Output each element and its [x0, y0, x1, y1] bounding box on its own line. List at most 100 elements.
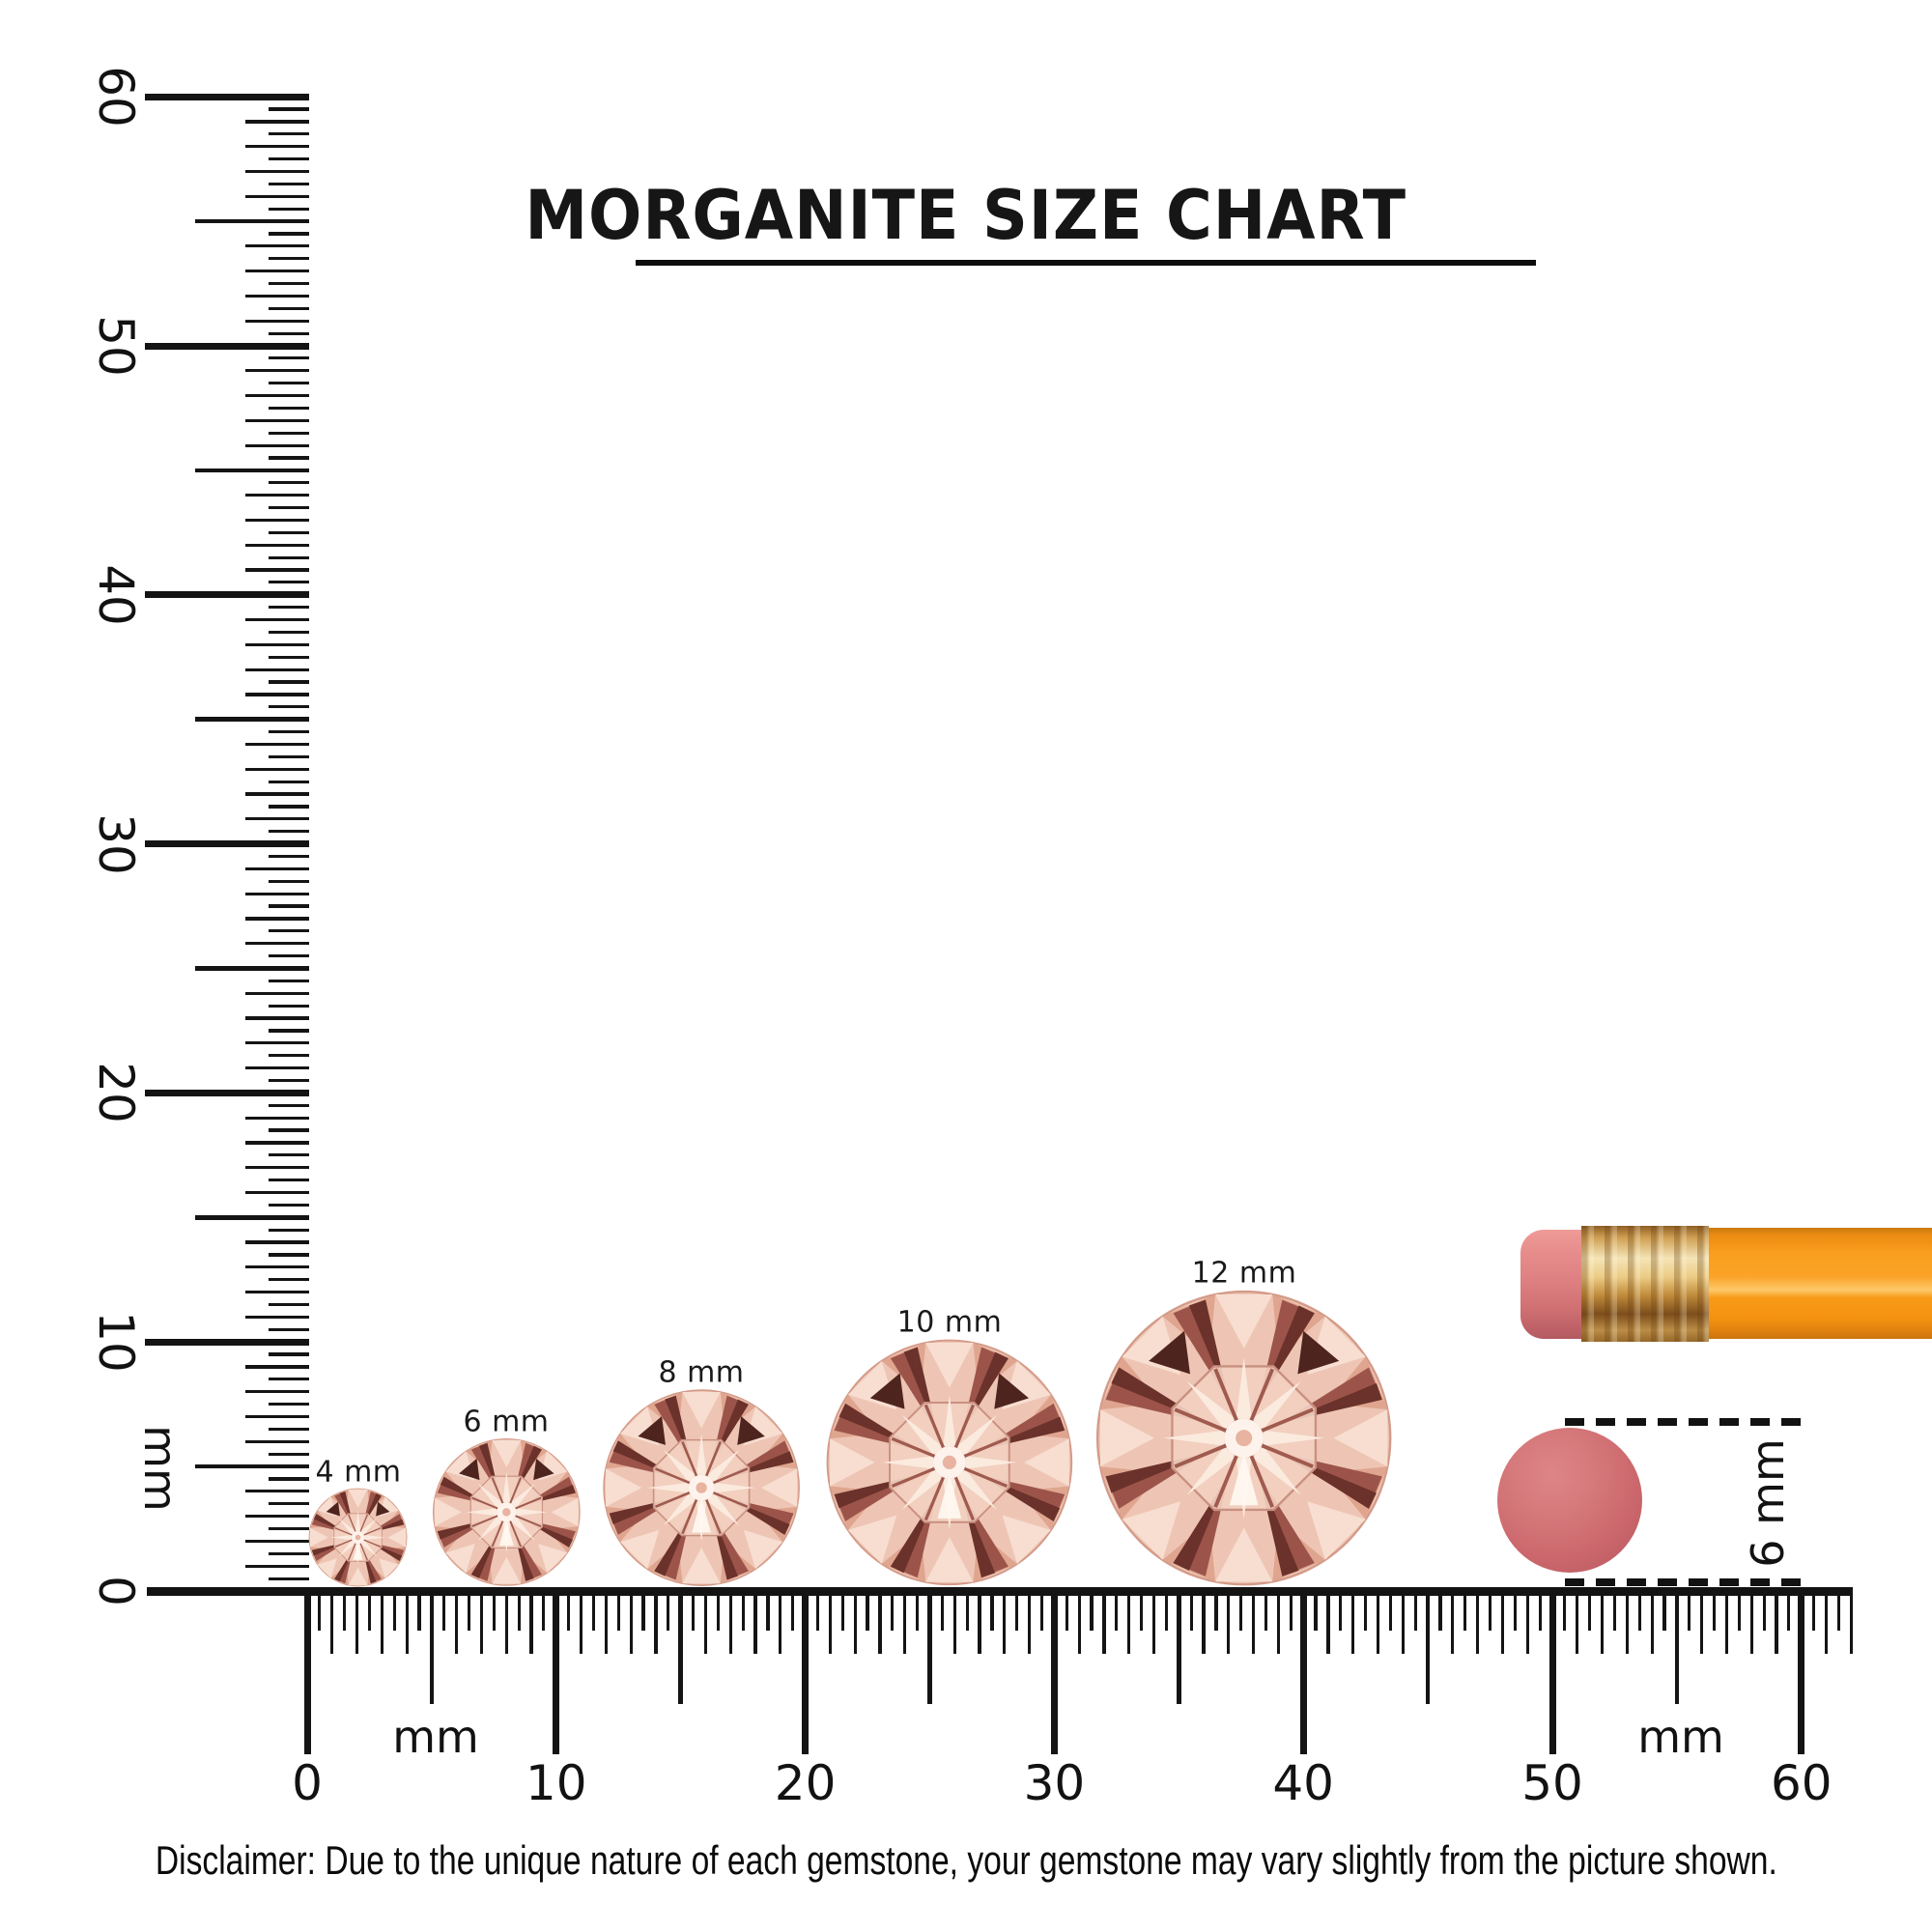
- pencil-ferrule: [1581, 1226, 1709, 1342]
- horizontal-ruler-tick: [417, 1590, 421, 1631]
- horizontal-ruler-unit-label: mm: [392, 1711, 479, 1763]
- horizontal-ruler-tick: [828, 1590, 832, 1654]
- vertical-ruler-tick: [195, 468, 309, 473]
- horizontal-ruler-number: 50: [1521, 1755, 1583, 1811]
- horizontal-ruler-tick: [1500, 1590, 1505, 1654]
- horizontal-ruler-tick: [903, 1590, 907, 1654]
- gem-8mm: [602, 1388, 801, 1587]
- horizontal-ruler-tick: [878, 1590, 882, 1654]
- vertical-ruler-tick: [269, 207, 309, 211]
- horizontal-ruler-tick: [1650, 1590, 1654, 1654]
- vertical-ruler-tick: [245, 1291, 309, 1294]
- horizontal-ruler-tick: [1625, 1590, 1629, 1654]
- vertical-ruler-tick: [269, 1477, 309, 1481]
- vertical-ruler-tick: [269, 232, 309, 236]
- vertical-ruler-tick: [195, 218, 309, 224]
- vertical-ruler-tick: [269, 182, 309, 186]
- vertical-ruler-tick: [245, 319, 309, 323]
- horizontal-ruler-tick: [1836, 1590, 1841, 1631]
- horizontal-ruler-tick: [1612, 1590, 1617, 1631]
- vertical-ruler-tick: [269, 879, 309, 883]
- horizontal-ruler-tick: [703, 1590, 708, 1654]
- horizontal-ruler-tick: [591, 1590, 596, 1631]
- horizontal-ruler-tick: [542, 1590, 546, 1631]
- vertical-ruler-tick: [269, 904, 309, 908]
- horizontal-ruler-tick: [1451, 1590, 1455, 1654]
- horizontal-ruler-tick: [791, 1590, 795, 1631]
- vertical-ruler-tick: [269, 406, 309, 411]
- horizontal-ruler-tick: [1364, 1590, 1368, 1631]
- horizontal-ruler-tick: [1276, 1590, 1280, 1654]
- horizontal-ruler-tick: [553, 1590, 560, 1754]
- vertical-ruler-tick: [245, 543, 309, 547]
- horizontal-ruler-tick: [330, 1590, 334, 1654]
- vertical-ruler-tick: [145, 93, 309, 100]
- horizontal-ruler-tick: [840, 1590, 844, 1631]
- vertical-ruler-tick: [245, 1166, 309, 1170]
- horizontal-ruler-tick: [1239, 1590, 1243, 1631]
- vertical-ruler-tick: [245, 892, 309, 895]
- horizontal-ruler-tick: [1538, 1590, 1542, 1631]
- horizontal-ruler-tick: [1576, 1590, 1579, 1654]
- horizontal-ruler-tick: [1227, 1590, 1231, 1654]
- horizontal-ruler-tick: [1115, 1590, 1119, 1631]
- horizontal-ruler-tick: [1674, 1590, 1680, 1704]
- horizontal-ruler-tick: [1438, 1590, 1442, 1631]
- vertical-ruler-tick: [245, 1016, 309, 1020]
- horizontal-ruler-tick: [1662, 1590, 1666, 1631]
- vertical-ruler-unit-label: mm: [134, 1425, 186, 1512]
- horizontal-ruler-tick: [1127, 1590, 1131, 1654]
- vertical-ruler-tick: [269, 1103, 309, 1107]
- vertical-ruler-tick: [269, 281, 309, 286]
- horizontal-ruler-tick: [1289, 1590, 1293, 1631]
- vertical-ruler-tick: [269, 530, 309, 534]
- vertical-ruler-tick: [245, 1240, 309, 1244]
- vertical-ruler-tick: [269, 1302, 309, 1307]
- horizontal-ruler-tick: [1264, 1590, 1268, 1631]
- horizontal-ruler-number: 60: [1770, 1755, 1833, 1811]
- vertical-ruler-tick: [269, 1153, 309, 1157]
- horizontal-ruler-tick: [1028, 1590, 1032, 1654]
- horizontal-ruler-tick: [654, 1590, 658, 1654]
- vertical-ruler-tick: [245, 1365, 309, 1369]
- horizontal-ruler-tick: [779, 1590, 782, 1654]
- vertical-ruler-tick: [245, 1539, 309, 1544]
- horizontal-ruler-tick: [1812, 1590, 1816, 1631]
- horizontal-ruler-tick: [927, 1590, 932, 1704]
- horizontal-ruler-tick: [492, 1590, 496, 1631]
- vertical-ruler-tick: [245, 120, 309, 124]
- horizontal-ruler-number: 40: [1272, 1755, 1334, 1811]
- horizontal-ruler-tick: [678, 1590, 683, 1704]
- vertical-ruler-tick: [269, 780, 309, 783]
- vertical-ruler-tick: [269, 854, 309, 859]
- horizontal-ruler-tick: [405, 1590, 409, 1654]
- vertical-ruler-tick: [245, 1490, 309, 1493]
- horizontal-ruler-tick: [1326, 1590, 1330, 1654]
- horizontal-ruler-tick: [1177, 1590, 1181, 1704]
- horizontal-ruler-tick: [1413, 1590, 1417, 1631]
- vertical-ruler-tick: [269, 805, 309, 809]
- vertical-ruler-tick: [145, 1089, 309, 1096]
- horizontal-ruler-tick: [1762, 1590, 1766, 1631]
- horizontal-ruler-tick: [1388, 1590, 1393, 1631]
- horizontal-ruler-tick: [1463, 1590, 1467, 1631]
- gem-6mm: [432, 1437, 582, 1587]
- vertical-ruler-tick: [269, 505, 309, 510]
- horizontal-ruler-tick: [1376, 1590, 1380, 1654]
- vertical-ruler-tick: [269, 1054, 309, 1058]
- horizontal-ruler-tick: [891, 1590, 895, 1631]
- horizontal-ruler-tick: [1525, 1590, 1529, 1654]
- horizontal-ruler-tick: [567, 1590, 571, 1631]
- horizontal-ruler-tick: [1798, 1590, 1805, 1754]
- vertical-ruler-number: 20: [88, 1062, 144, 1124]
- vertical-ruler-tick: [245, 1414, 309, 1419]
- horizontal-ruler-tick: [1202, 1590, 1206, 1654]
- vertical-ruler-tick: [145, 591, 309, 599]
- horizontal-ruler-tick: [1299, 1590, 1307, 1754]
- vertical-ruler-tick: [269, 1502, 309, 1506]
- vertical-ruler-tick: [269, 1078, 309, 1083]
- gem-size-label: 10 mm: [896, 1305, 1003, 1340]
- horizontal-ruler-tick: [1015, 1590, 1019, 1631]
- horizontal-ruler-tick: [866, 1590, 869, 1631]
- horizontal-ruler-tick: [1488, 1590, 1492, 1631]
